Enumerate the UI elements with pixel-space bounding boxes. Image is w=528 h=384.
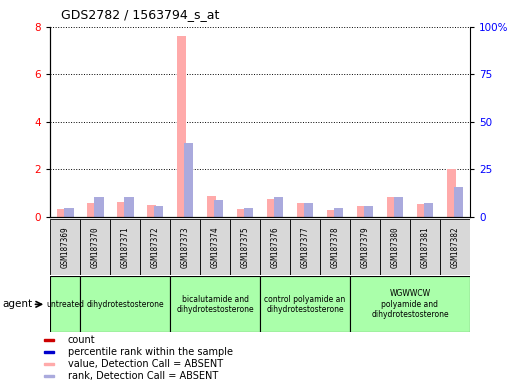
Bar bbox=[87, 203, 96, 217]
Bar bbox=[424, 203, 433, 217]
Text: GSM187378: GSM187378 bbox=[331, 226, 340, 268]
Text: untreated: untreated bbox=[46, 300, 84, 309]
Bar bbox=[440, 219, 470, 275]
Bar bbox=[154, 205, 164, 217]
Bar bbox=[410, 219, 440, 275]
Text: GSM187380: GSM187380 bbox=[391, 226, 400, 268]
Bar bbox=[170, 276, 260, 332]
Bar bbox=[80, 219, 110, 275]
Bar bbox=[244, 209, 253, 217]
Bar bbox=[177, 36, 186, 217]
Text: value, Detection Call = ABSENT: value, Detection Call = ABSENT bbox=[68, 359, 223, 369]
Text: GSM187379: GSM187379 bbox=[361, 226, 370, 268]
Bar bbox=[380, 219, 410, 275]
Text: GSM187370: GSM187370 bbox=[91, 226, 100, 268]
Bar bbox=[327, 210, 336, 217]
Bar bbox=[94, 197, 103, 217]
Bar bbox=[44, 363, 54, 365]
Text: agent: agent bbox=[3, 299, 33, 310]
Bar bbox=[50, 276, 80, 332]
Text: GSM187372: GSM187372 bbox=[150, 226, 159, 268]
Bar bbox=[386, 197, 396, 217]
Bar bbox=[56, 209, 67, 217]
Text: rank, Detection Call = ABSENT: rank, Detection Call = ABSENT bbox=[68, 371, 218, 381]
Bar bbox=[260, 219, 290, 275]
Bar bbox=[274, 197, 284, 217]
Text: percentile rank within the sample: percentile rank within the sample bbox=[68, 347, 232, 357]
Bar bbox=[214, 200, 223, 217]
Bar bbox=[184, 143, 193, 217]
Text: GSM187382: GSM187382 bbox=[450, 226, 459, 268]
Bar bbox=[364, 205, 373, 217]
Bar bbox=[206, 195, 216, 217]
Bar bbox=[417, 204, 426, 217]
Bar bbox=[394, 197, 403, 217]
Text: GSM187377: GSM187377 bbox=[300, 226, 309, 268]
Bar bbox=[64, 209, 73, 217]
Text: control polyamide an
dihydrotestosterone: control polyamide an dihydrotestosterone bbox=[265, 295, 346, 314]
Text: GSM187373: GSM187373 bbox=[181, 226, 190, 268]
Bar bbox=[44, 339, 54, 341]
Text: GSM187376: GSM187376 bbox=[270, 226, 279, 268]
Bar bbox=[304, 203, 314, 217]
Bar bbox=[297, 203, 306, 217]
Bar bbox=[267, 199, 276, 217]
Bar bbox=[44, 351, 54, 353]
Bar bbox=[350, 276, 470, 332]
Text: GSM187381: GSM187381 bbox=[420, 226, 429, 268]
Bar bbox=[140, 219, 170, 275]
Bar bbox=[50, 219, 80, 275]
Bar bbox=[117, 202, 126, 217]
Text: GSM187371: GSM187371 bbox=[120, 226, 129, 268]
Text: count: count bbox=[68, 335, 95, 345]
Bar bbox=[237, 209, 246, 217]
Text: GSM187375: GSM187375 bbox=[241, 226, 250, 268]
Bar bbox=[260, 276, 350, 332]
Text: bicalutamide and
dihydrotestosterone: bicalutamide and dihydrotestosterone bbox=[176, 295, 254, 314]
Bar bbox=[320, 219, 350, 275]
Bar bbox=[454, 187, 464, 217]
Text: WGWWCW
polyamide and
dihydrotestosterone: WGWWCW polyamide and dihydrotestosterone bbox=[371, 290, 449, 319]
Text: dihydrotestosterone: dihydrotestosterone bbox=[86, 300, 164, 309]
Bar bbox=[147, 205, 156, 217]
Bar bbox=[350, 219, 380, 275]
Bar bbox=[447, 169, 456, 217]
Bar bbox=[170, 219, 200, 275]
Bar bbox=[290, 219, 320, 275]
Bar bbox=[200, 219, 230, 275]
Bar bbox=[44, 375, 54, 377]
Bar bbox=[110, 219, 140, 275]
Bar bbox=[356, 206, 366, 217]
Bar bbox=[124, 197, 134, 217]
Bar bbox=[334, 209, 343, 217]
Text: GSM187374: GSM187374 bbox=[211, 226, 220, 268]
Text: GSM187369: GSM187369 bbox=[61, 226, 70, 268]
Bar bbox=[80, 276, 170, 332]
Bar bbox=[230, 219, 260, 275]
Text: GDS2782 / 1563794_s_at: GDS2782 / 1563794_s_at bbox=[61, 8, 219, 21]
